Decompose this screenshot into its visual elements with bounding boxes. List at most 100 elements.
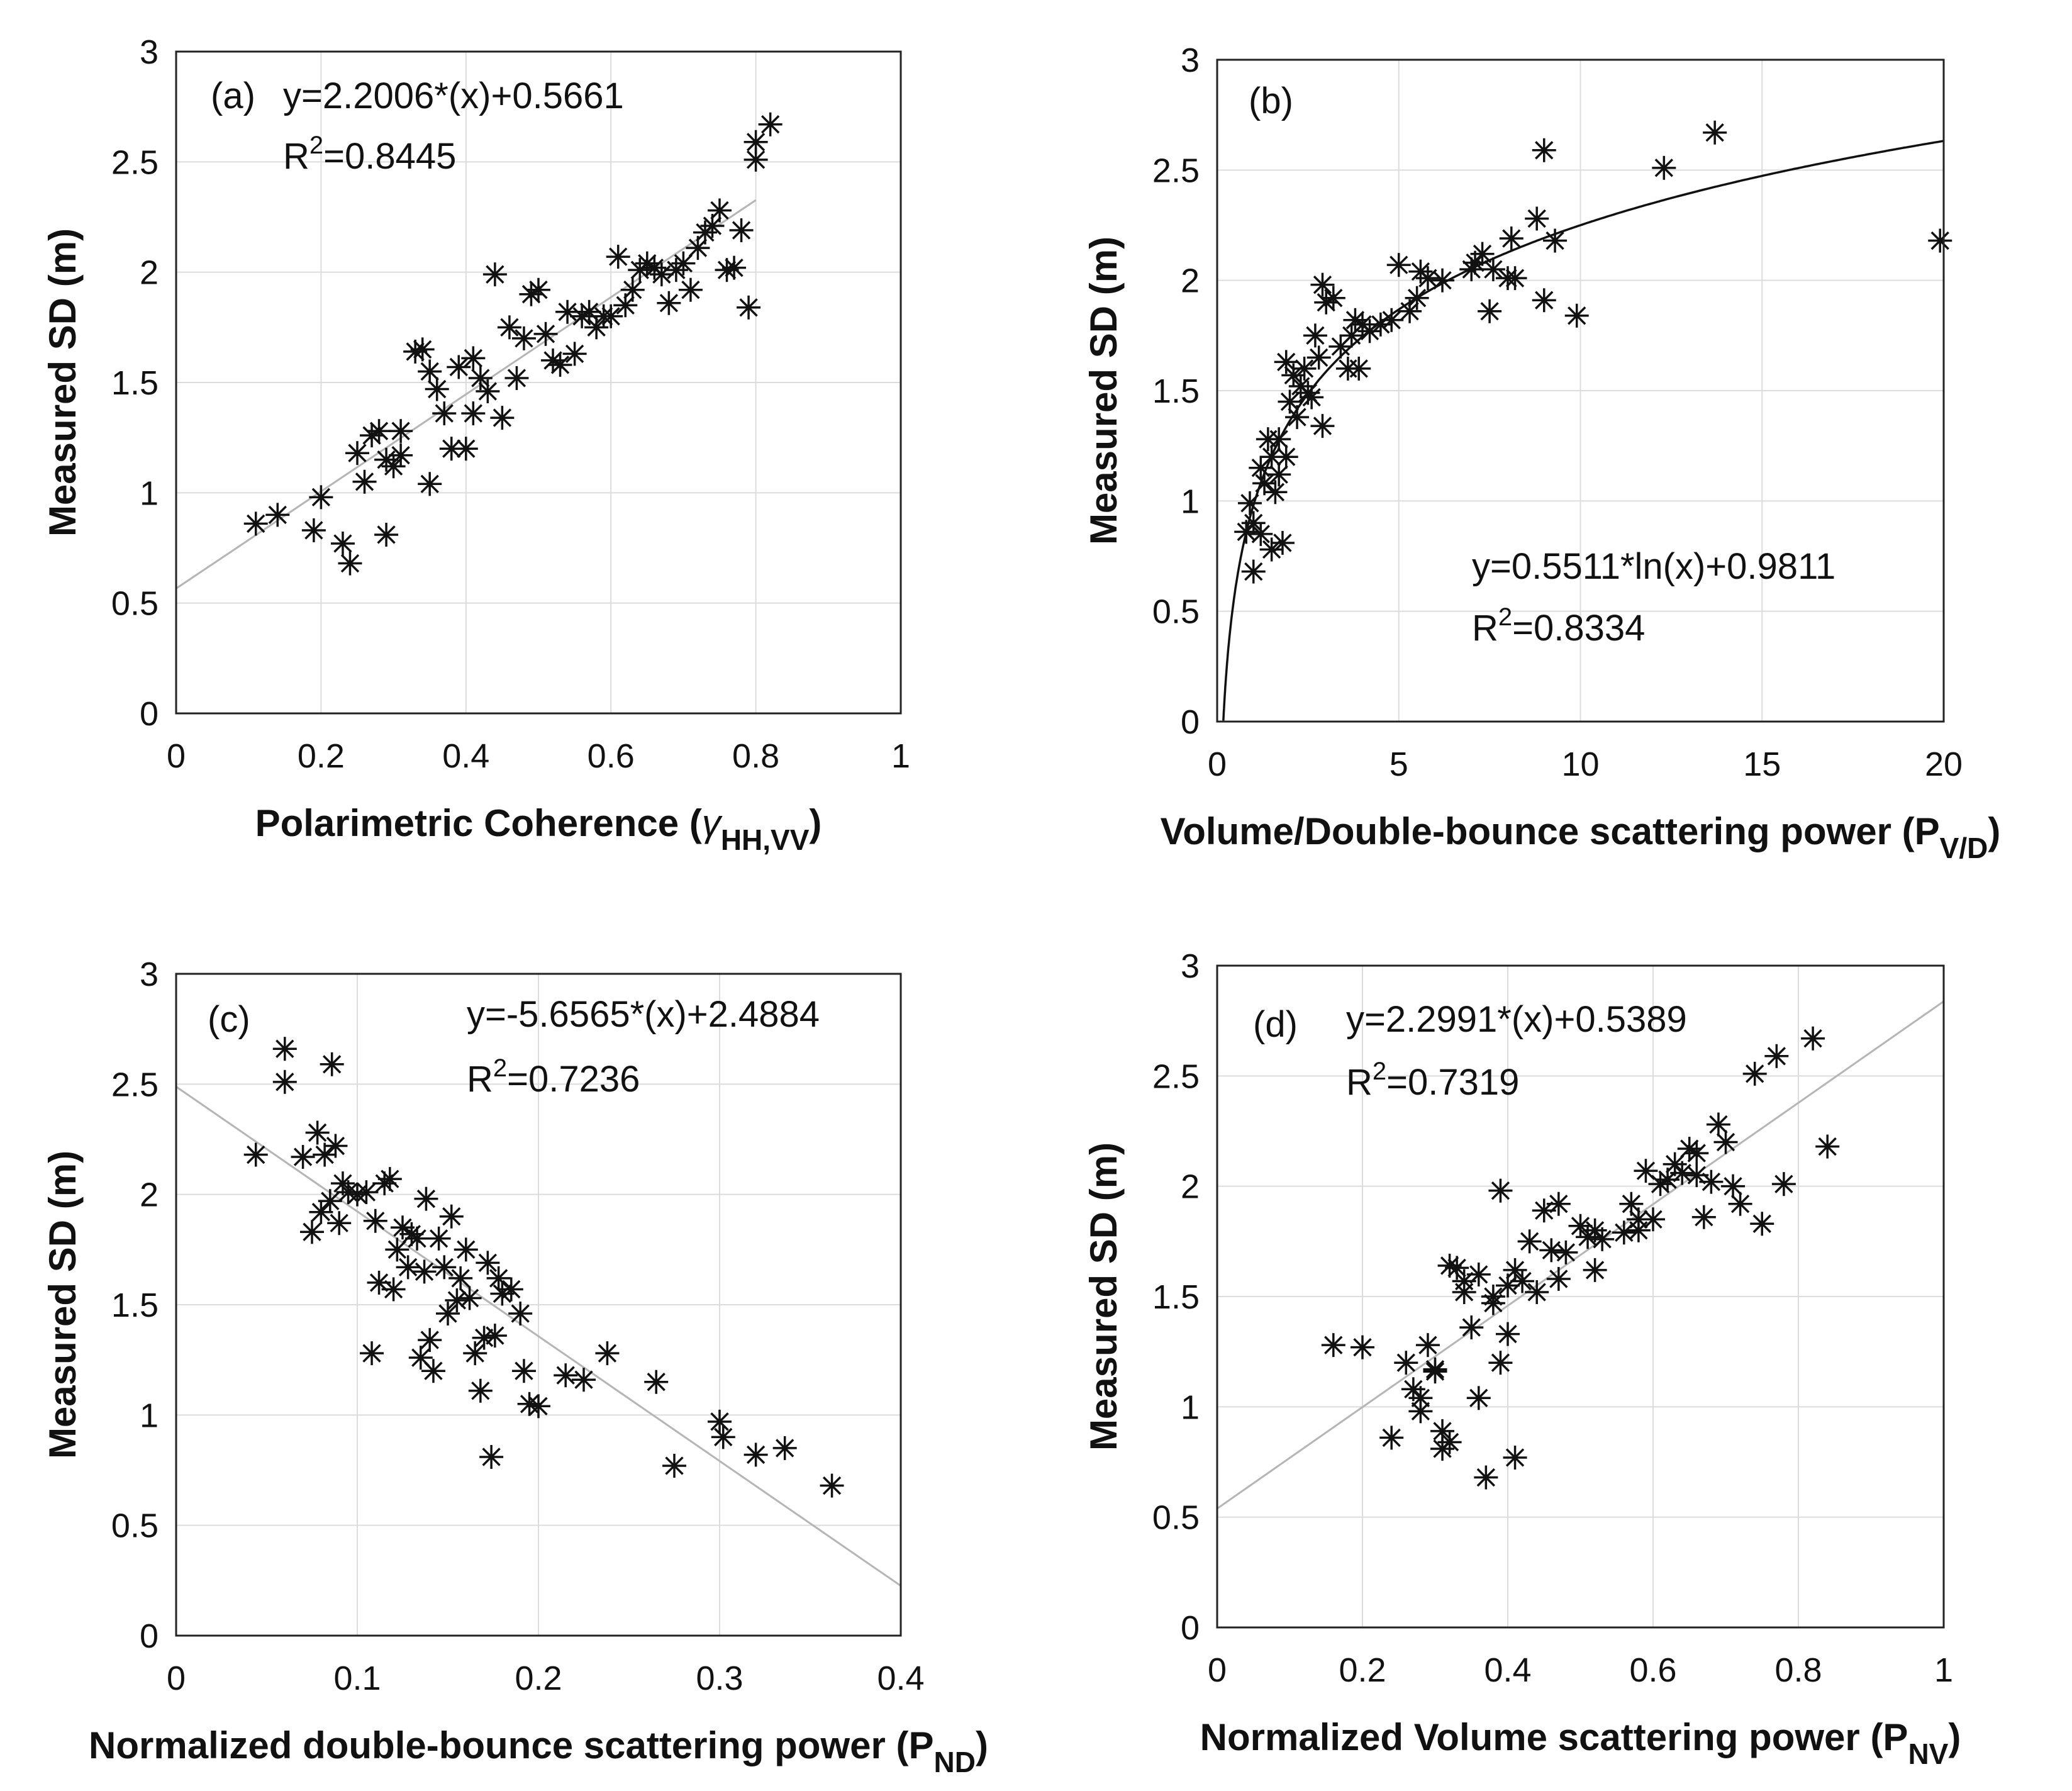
data-point [1554, 1240, 1578, 1264]
data-point [463, 1341, 487, 1366]
x-axis-label: Volume/Double-bounce scattering power (P… [1161, 810, 2001, 864]
data-point [396, 1255, 420, 1280]
data-point [405, 1226, 430, 1251]
data-point [327, 1211, 352, 1236]
data-point [1303, 323, 1327, 348]
data-point [425, 377, 449, 401]
data-point [461, 401, 486, 426]
data-point [744, 1442, 768, 1467]
data-point [374, 522, 399, 547]
data-point [436, 1302, 460, 1326]
x-tick-label: 0.2 [1339, 1651, 1386, 1689]
data-point [448, 1266, 473, 1290]
data-point [486, 1266, 511, 1290]
x-tick-label: 0.2 [298, 737, 345, 775]
data-point [457, 1286, 482, 1310]
y-tick-label: 2.5 [1152, 1057, 1200, 1095]
data-point [1285, 405, 1310, 430]
panel-d: 0 0.2 0.4 0.6 0.8 1 0 0.5 1 1.5 2 2.5 3 Measured SD (… [1083, 947, 1961, 1770]
y-axis-label: Measured SD (m) [1083, 1142, 1125, 1451]
fit-line [176, 199, 757, 589]
data-point [1590, 1227, 1615, 1251]
y-tick-label: 2 [140, 254, 159, 292]
y-tick-label: 0 [140, 1617, 159, 1655]
y-axis-label: Measured SD (m) [42, 228, 84, 537]
data-point [1771, 1172, 1796, 1197]
data-point [432, 401, 457, 426]
data-point [1750, 1212, 1774, 1236]
data-point [1641, 1207, 1665, 1232]
data-point [1306, 345, 1331, 370]
data-point [1481, 1285, 1505, 1308]
data-point [1310, 272, 1335, 297]
data-point [479, 1444, 504, 1469]
data-point [432, 1255, 457, 1280]
data-point [320, 1052, 344, 1076]
y-tick-label: 1.5 [111, 1286, 159, 1324]
data-point [476, 1251, 500, 1275]
data-point [1237, 491, 1262, 515]
data-point [418, 359, 442, 384]
data-point [1499, 226, 1523, 251]
data-point [1652, 155, 1676, 180]
panel-label: (b) [1249, 81, 1293, 121]
y-tick-label: 0 [1181, 1609, 1200, 1647]
data-point [418, 472, 442, 496]
data-point [1263, 480, 1288, 505]
data-point [657, 291, 681, 315]
data-point [1415, 1333, 1440, 1358]
x-tick-label: 0.6 [588, 737, 635, 775]
data-point [360, 423, 384, 448]
x-tick-label: 0.6 [1629, 1651, 1676, 1689]
data-point [1546, 1191, 1571, 1216]
data-point [1445, 1256, 1469, 1280]
axes-frame [175, 973, 902, 1637]
data-point [1274, 445, 1298, 469]
data-point [1267, 462, 1291, 487]
data-point [389, 419, 413, 444]
data-point [445, 1288, 469, 1312]
x-tick-label: 1 [1934, 1651, 1953, 1689]
x-axis-label: Normalized Volume scattering power (PNV) [1200, 1716, 1961, 1770]
data-point [508, 1302, 533, 1326]
data-point [1347, 356, 1371, 381]
y-tick-label: 3 [140, 33, 159, 71]
data-point [1532, 138, 1556, 162]
data-point [1339, 323, 1364, 348]
panel-label: (d) [1253, 1004, 1298, 1045]
data-point [1815, 1134, 1840, 1159]
data-point [309, 1200, 333, 1224]
y-tick-label: 2.5 [1152, 152, 1200, 189]
fit-line [1217, 1000, 1944, 1510]
data-point [1481, 257, 1505, 282]
data-point [1685, 1141, 1709, 1166]
data-point [708, 198, 732, 223]
data-point [272, 1069, 297, 1094]
x-tick-label: 0.1 [333, 1660, 381, 1697]
data-point [1430, 268, 1455, 293]
data-point [1394, 1351, 1418, 1375]
data-point [570, 304, 594, 328]
x-tick-label: 0.4 [442, 737, 489, 775]
x-tick-label: 0.3 [696, 1660, 743, 1697]
y-axis-label: Measured SD (m) [1083, 237, 1125, 545]
data-point [1459, 1315, 1484, 1340]
data-point [1721, 1174, 1746, 1198]
data-point [1459, 257, 1484, 282]
data-point [1466, 1262, 1491, 1286]
data-point [744, 130, 768, 154]
data-point [300, 1220, 324, 1244]
data-point [318, 1189, 342, 1214]
data-point [555, 299, 580, 324]
x-tick-label: 0 [167, 737, 186, 775]
data-point [711, 1425, 735, 1449]
data-point [1274, 350, 1298, 374]
y-tick-label: 1 [1181, 483, 1200, 520]
y-tick-label: 1 [140, 474, 159, 512]
r-squared: R2=0.7319 [1346, 1057, 1519, 1103]
y-tick-label: 0 [140, 695, 159, 733]
data-point [1928, 228, 1952, 253]
data-point [1532, 288, 1556, 313]
data-point [1474, 1465, 1498, 1490]
data-point [1488, 1351, 1513, 1375]
